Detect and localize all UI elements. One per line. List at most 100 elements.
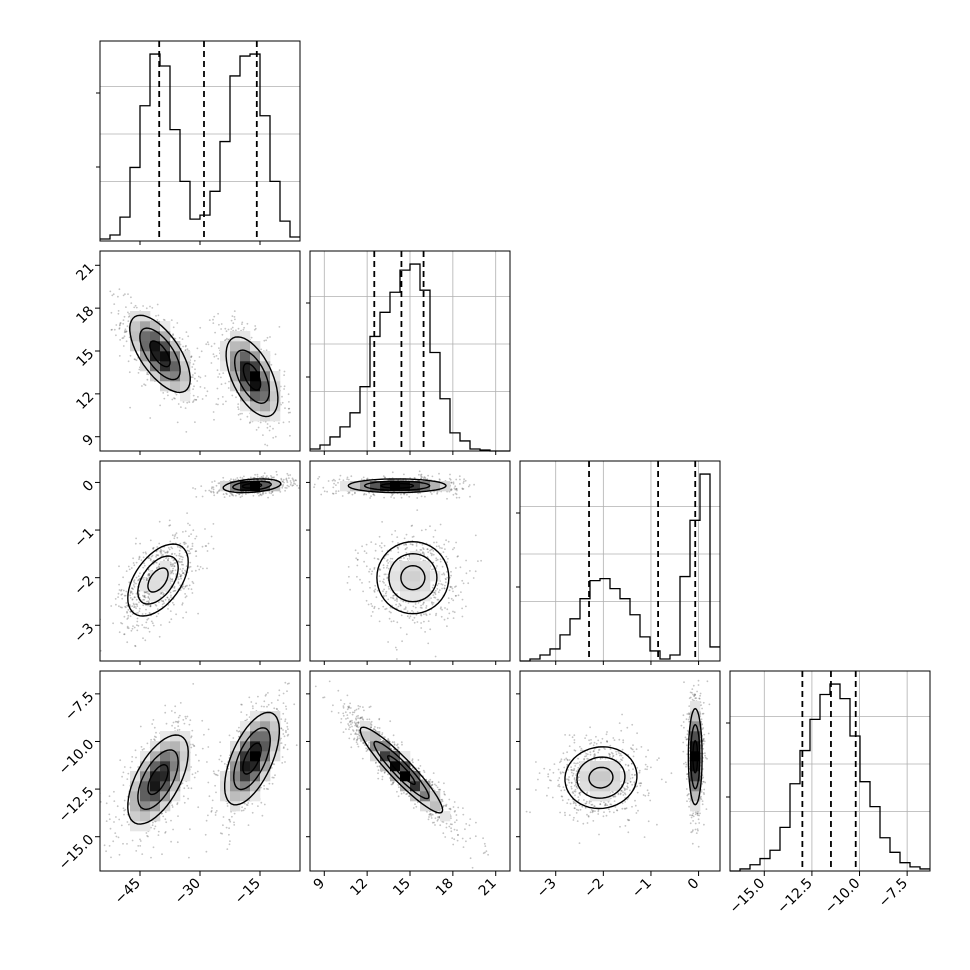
scatter-point (269, 425, 271, 428)
scatter-point (211, 481, 214, 483)
scatter-point (263, 784, 265, 787)
scatter-point (131, 587, 134, 590)
scatter-point (134, 358, 137, 361)
scatter-point (280, 478, 283, 481)
scatter-point (280, 727, 283, 730)
scatter-point (278, 694, 281, 697)
scatter-point (276, 473, 278, 476)
scatter-point (108, 845, 111, 847)
scatter-point (177, 403, 180, 405)
scatter-point (206, 761, 208, 763)
scatter-point (141, 853, 144, 855)
scatter-point (267, 692, 269, 694)
scatter-point (132, 557, 135, 560)
scatter-point (193, 745, 196, 747)
scatter-point (318, 471, 320, 473)
scatter-point (146, 371, 149, 374)
scatter-point (176, 841, 179, 844)
scatter-point (212, 490, 215, 493)
scatter-point (130, 302, 133, 304)
scatter-point (285, 731, 287, 734)
scatter-point (233, 812, 236, 815)
scatter-point (264, 694, 267, 697)
density-cell (270, 381, 281, 392)
scatter-point (173, 397, 175, 399)
scatter-point (136, 603, 139, 606)
scatter-point (117, 836, 120, 839)
scatter-point (267, 496, 269, 499)
density-cell (150, 341, 161, 352)
scatter-point (158, 563, 161, 566)
scatter-point (192, 487, 194, 489)
scatter-point (418, 470, 421, 473)
density-cell (160, 331, 171, 342)
scatter-point (122, 771, 125, 774)
scatter-point (438, 472, 440, 475)
scatter-point (156, 567, 158, 570)
density-cell (240, 401, 251, 412)
scatter-point (207, 728, 210, 731)
scatter-point (240, 711, 243, 713)
scatter-point (342, 479, 345, 482)
scatter-point (192, 374, 194, 376)
scatter-point (139, 838, 141, 841)
scatter-point (239, 412, 242, 415)
scatter-point (225, 338, 227, 341)
scatter-point (127, 609, 130, 611)
scatter-point (149, 539, 152, 542)
scatter-point (145, 832, 148, 834)
scatter-point (170, 594, 172, 597)
scatter-point (218, 323, 220, 326)
density-cell (130, 321, 141, 332)
scatter-point (235, 494, 237, 497)
scatter-point (181, 561, 184, 563)
scatter-point (124, 330, 126, 332)
scatter-point (182, 556, 184, 559)
scatter-point (206, 567, 208, 570)
scatter-point (115, 835, 118, 838)
scatter-point (181, 563, 183, 566)
scatter-point (207, 781, 210, 784)
scatter-point (223, 763, 226, 765)
scatter-point (138, 555, 141, 558)
scatter-point (257, 805, 259, 807)
scatter-point (175, 554, 178, 557)
scatter-point (473, 483, 475, 486)
scatter-point (390, 496, 392, 498)
scatter-point (212, 547, 215, 550)
density-cell (140, 321, 151, 332)
scatter-point (123, 813, 125, 816)
scatter-point (285, 477, 288, 480)
scatter-point (212, 322, 215, 324)
scatter-point (145, 579, 148, 582)
scatter-point (265, 476, 267, 479)
scatter-point (178, 714, 181, 717)
density-panel-0-1 (99, 250, 301, 452)
scatter-point (214, 784, 217, 787)
contour-line (233, 349, 271, 405)
scatter-point (286, 683, 289, 685)
scatter-point (130, 567, 133, 569)
scatter-point (220, 760, 223, 763)
scatter-point (113, 303, 116, 305)
scatter-point (148, 572, 151, 575)
scatter-point (157, 612, 160, 615)
scatter-point (152, 719, 155, 721)
scatter-point (259, 421, 262, 424)
scatter-point (196, 380, 199, 382)
scatter-point (189, 552, 192, 555)
scatter-point (118, 818, 121, 821)
scatter-point (263, 472, 266, 475)
scatter-point (190, 746, 193, 749)
density-cell (150, 371, 161, 382)
scatter-point (249, 421, 252, 424)
scatter-point (195, 496, 198, 498)
scatter-point (193, 359, 196, 362)
scatter-point (123, 766, 126, 768)
scatter-point (424, 495, 426, 498)
scatter-point (280, 742, 283, 744)
density-cell (250, 411, 261, 422)
scatter-point (178, 578, 180, 581)
scatter-point (121, 593, 124, 595)
scatter-point (184, 345, 187, 348)
